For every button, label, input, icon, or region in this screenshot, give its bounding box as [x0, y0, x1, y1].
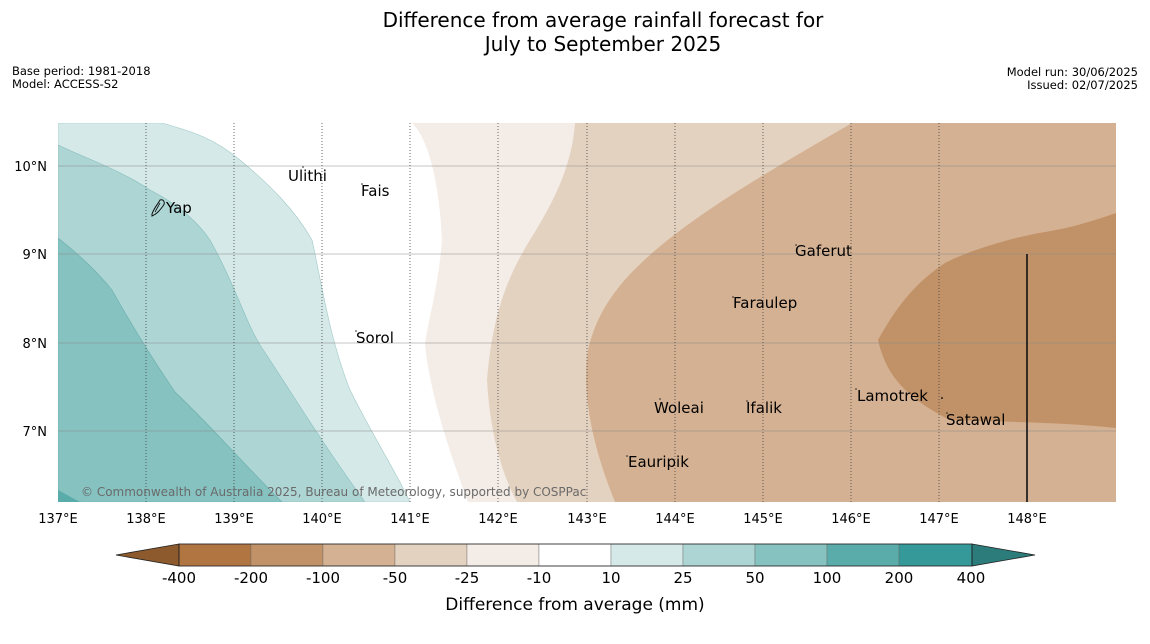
copyright-text: © Commonwealth of Australia 2025, Bureau…	[81, 485, 586, 499]
title-line-2: July to September 2025	[484, 32, 722, 56]
colorbar-swatch	[538, 543, 612, 567]
lon-label-144e: 144°E	[655, 512, 695, 527]
place-ulithi: Ulithi	[288, 167, 327, 185]
lat-axis: 10°N 9°N 8°N 7°N	[14, 160, 47, 440]
cb-label: -400	[162, 569, 196, 587]
yap-island-shape	[151, 199, 165, 217]
meta-left: Base period: 1981-2018 Model: ACCESS-S2	[12, 65, 151, 91]
colorbar-swatch	[898, 543, 973, 567]
colorbar-extend-low	[115, 543, 180, 567]
cb-label: -10	[527, 569, 552, 587]
lat-label-7n: 7°N	[23, 425, 48, 440]
place-eauripik: Eauripik	[628, 453, 689, 471]
lon-gridlines	[145, 123, 940, 502]
cb-label: -50	[383, 569, 408, 587]
lat-label-9n: 9°N	[23, 248, 48, 263]
band-50-100	[58, 237, 283, 502]
cb-label: 400	[957, 569, 986, 587]
colorbar-swatch	[322, 543, 396, 567]
place-ifalik: Ifalik	[746, 399, 782, 417]
place-satawal: Satawal	[946, 411, 1005, 429]
lon-label-138e: 138°E	[126, 512, 166, 527]
place-faraulep: Faraulep	[733, 294, 797, 312]
rainfall-map: Ulithi Fais Yap Gaferut Faraulep Sorol L…	[58, 123, 1116, 502]
lon-label-148e: 148°E	[1007, 512, 1047, 527]
lon-label-142e: 142°E	[478, 512, 518, 527]
colorbar-swatch	[754, 543, 828, 567]
colorbar-swatch	[250, 543, 324, 567]
colorbar-swatch	[682, 543, 756, 567]
lon-axis: 137°E 138°E 139°E 140°E 141°E 142°E 143°…	[38, 512, 1047, 527]
place-labels: Ulithi Fais Yap Gaferut Faraulep Sorol L…	[165, 167, 1005, 471]
model-run: Model run: 30/06/2025	[1006, 65, 1138, 79]
lon-label-143e: 143°E	[567, 512, 607, 527]
chart-title: Difference from average rainfall forecas…	[0, 8, 1150, 56]
lon-label-140e: 140°E	[302, 512, 342, 527]
lon-label-139e: 139°E	[214, 512, 254, 527]
colorbar-extend-high	[971, 543, 1036, 567]
place-fais: Fais	[361, 182, 390, 200]
colorbar: -400 -200 -100 -50 -25 -10 10 25 50 100 …	[115, 543, 1036, 615]
band-minus-200	[878, 213, 1116, 428]
colorbar-frame	[178, 543, 973, 567]
colorbar-swatch	[826, 543, 900, 567]
cb-label: 100	[813, 569, 842, 587]
colorbar-swatch	[394, 543, 468, 567]
colorbar-swatch	[466, 543, 540, 567]
band-100-200	[58, 490, 80, 502]
lat-label-8n: 8°N	[23, 337, 48, 352]
lon-label-146e: 146°E	[831, 512, 871, 527]
cb-label: 200	[885, 569, 914, 587]
cb-label: 25	[673, 569, 692, 587]
colorbar-labels: -400 -200 -100 -50 -25 -10 10 25 50 100 …	[162, 569, 985, 587]
cb-label: 10	[601, 569, 620, 587]
meta-right: Model run: 30/06/2025 Issued: 02/07/2025	[1007, 66, 1138, 92]
colorbar-swatches	[178, 543, 973, 567]
lon-label-141e: 141°E	[390, 512, 430, 527]
place-sorol: Sorol	[356, 329, 394, 347]
colorbar-title: Difference from average (mm)	[445, 595, 704, 615]
base-period: Base period: 1981-2018	[12, 64, 151, 78]
place-woleai: Woleai	[654, 399, 704, 417]
cb-label: -100	[306, 569, 340, 587]
issued-date: Issued: 02/07/2025	[1027, 78, 1138, 92]
model-name: Model: ACCESS-S2	[12, 77, 119, 91]
island-dots	[302, 166, 948, 457]
cb-label: 50	[745, 569, 764, 587]
place-yap: Yap	[165, 199, 192, 217]
lon-label-137e: 137°E	[38, 512, 78, 527]
title-line-1: Difference from average rainfall forecas…	[382, 8, 824, 32]
cb-label: -25	[455, 569, 480, 587]
lat-label-10n: 10°N	[14, 160, 47, 175]
place-lamotrek: Lamotrek	[857, 387, 928, 405]
place-gaferut: Gaferut	[795, 242, 852, 260]
lon-label-147e: 147°E	[919, 512, 959, 527]
colorbar-swatch	[610, 543, 684, 567]
colorbar-swatch	[178, 543, 252, 567]
lon-label-145e: 145°E	[743, 512, 783, 527]
cb-label: -200	[234, 569, 268, 587]
